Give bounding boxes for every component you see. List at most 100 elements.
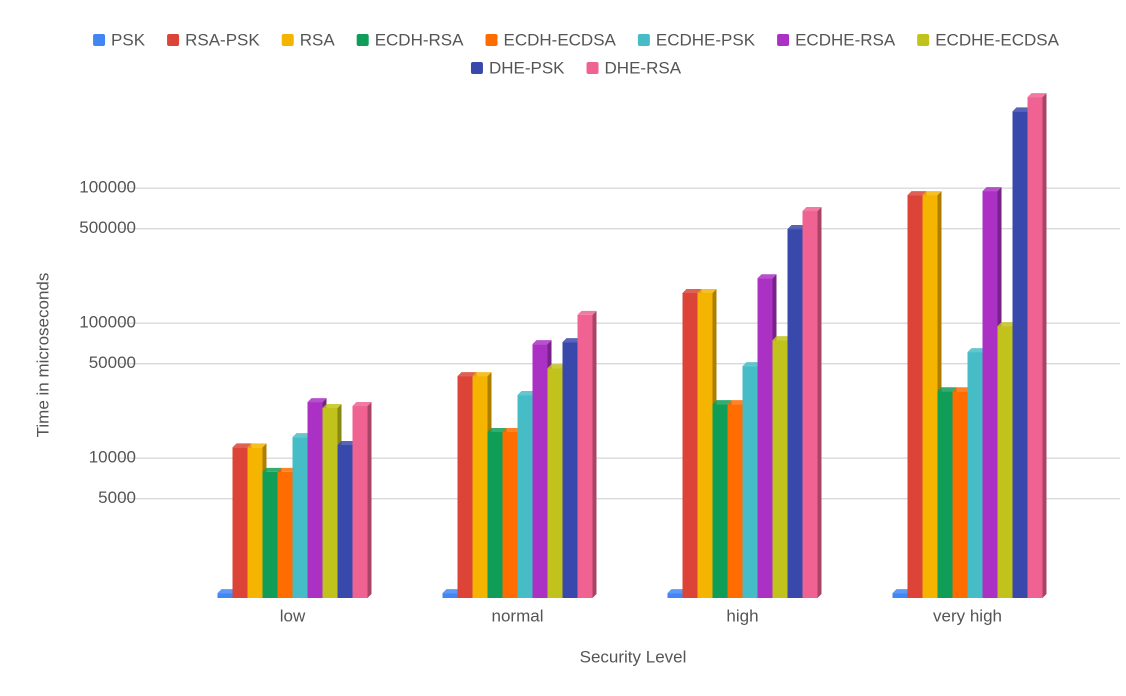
bar — [472, 376, 488, 598]
bar — [532, 344, 548, 598]
bar-top — [457, 372, 477, 377]
bar — [727, 404, 743, 598]
x-tick-label: very high — [933, 606, 1002, 625]
legend-label: PSK — [111, 30, 146, 49]
legend-label: DHE-PSK — [489, 58, 565, 77]
bar-top — [262, 467, 282, 472]
legend-label: DHE-RSA — [605, 58, 682, 77]
bar — [232, 447, 248, 598]
bar — [757, 278, 773, 598]
legend-label: ECDH-RSA — [375, 30, 464, 49]
y-axis-title: Time in microseconds — [33, 273, 52, 438]
bar — [667, 593, 683, 598]
bar — [352, 406, 368, 598]
bar-top — [307, 398, 327, 403]
bar-top — [712, 400, 732, 405]
bar-top — [967, 348, 987, 353]
bar — [307, 402, 323, 598]
bar-top — [907, 191, 927, 196]
legend-label: RSA — [300, 30, 336, 49]
bar-top — [232, 443, 252, 448]
bar-side — [367, 402, 372, 598]
legend-item: ECDHE-ECDSA — [917, 30, 1060, 49]
bar — [967, 352, 983, 598]
bar — [517, 395, 533, 598]
bar-top — [562, 338, 582, 343]
bar — [907, 195, 923, 598]
legend-label: RSA-PSK — [185, 30, 260, 49]
bar — [772, 340, 788, 598]
bar-top — [667, 589, 687, 594]
legend-swatch — [470, 62, 483, 74]
bar — [217, 593, 233, 598]
x-axis-title: Security Level — [580, 647, 687, 666]
legend-item: DHE-RSA — [586, 58, 682, 77]
legend-label: ECDHE-ECDSA — [935, 30, 1059, 49]
legend-swatch — [167, 34, 180, 46]
legend-label: ECDH-ECDSA — [503, 30, 616, 49]
bar-top — [757, 274, 777, 279]
bar — [1012, 111, 1028, 598]
legend-item: PSK — [93, 30, 146, 49]
bar — [277, 471, 293, 598]
bar-top — [472, 372, 492, 377]
bar-top — [247, 443, 267, 448]
legend-item: ECDH-ECDSA — [485, 30, 617, 49]
bar-top — [727, 400, 747, 405]
legend-swatch — [777, 34, 790, 46]
y-tick-label: 100000 — [79, 178, 136, 197]
bar-top — [937, 387, 957, 392]
bar-top — [802, 207, 822, 212]
legend-swatch — [637, 34, 650, 46]
bar — [457, 376, 473, 598]
bar — [997, 326, 1013, 598]
legend-swatch — [485, 34, 498, 46]
bar-top — [892, 589, 912, 594]
bar — [982, 191, 998, 598]
bar — [682, 293, 698, 598]
bar-top — [997, 322, 1017, 327]
y-tick-label: 100000 — [79, 313, 136, 332]
bar-top — [502, 428, 522, 433]
bar — [292, 437, 308, 598]
legend-item: ECDHE-RSA — [777, 30, 896, 49]
bar-top — [952, 387, 972, 392]
bar — [1027, 97, 1043, 598]
bar-top — [787, 225, 807, 230]
legend-label: ECDHE-PSK — [656, 30, 756, 49]
bar — [892, 593, 908, 598]
bar — [787, 229, 803, 599]
bar — [802, 211, 818, 598]
legend-item: RSA-PSK — [167, 30, 260, 49]
bar — [262, 471, 278, 598]
bar — [937, 391, 953, 598]
x-tick-label: low — [280, 606, 306, 625]
bar-top — [682, 289, 702, 294]
bar-top — [277, 467, 297, 472]
bar — [742, 366, 758, 598]
legend-item: ECDH-RSA — [356, 30, 464, 49]
bar-top — [217, 589, 237, 594]
bar-top — [922, 191, 942, 196]
bar-top — [577, 310, 597, 315]
legend-swatch — [281, 34, 294, 46]
bar — [922, 195, 938, 598]
bar — [487, 432, 503, 598]
bar-top — [697, 289, 717, 294]
y-tick-label: 500000 — [79, 218, 136, 237]
bar — [712, 404, 728, 598]
bar — [547, 368, 563, 598]
bar-top — [322, 403, 342, 408]
bar-top — [772, 336, 792, 341]
legend-item: RSA — [281, 30, 336, 49]
legend-swatch — [917, 34, 930, 46]
bar-top — [517, 391, 537, 396]
legend-item: ECDHE-PSK — [637, 30, 756, 49]
x-tick-label: normal — [492, 606, 544, 625]
bar-top — [1012, 107, 1032, 112]
legend-swatch — [586, 62, 599, 74]
x-tick-label: high — [726, 606, 758, 625]
bar — [577, 314, 593, 598]
bar — [562, 342, 578, 598]
legend-label: ECDHE-RSA — [795, 30, 896, 49]
